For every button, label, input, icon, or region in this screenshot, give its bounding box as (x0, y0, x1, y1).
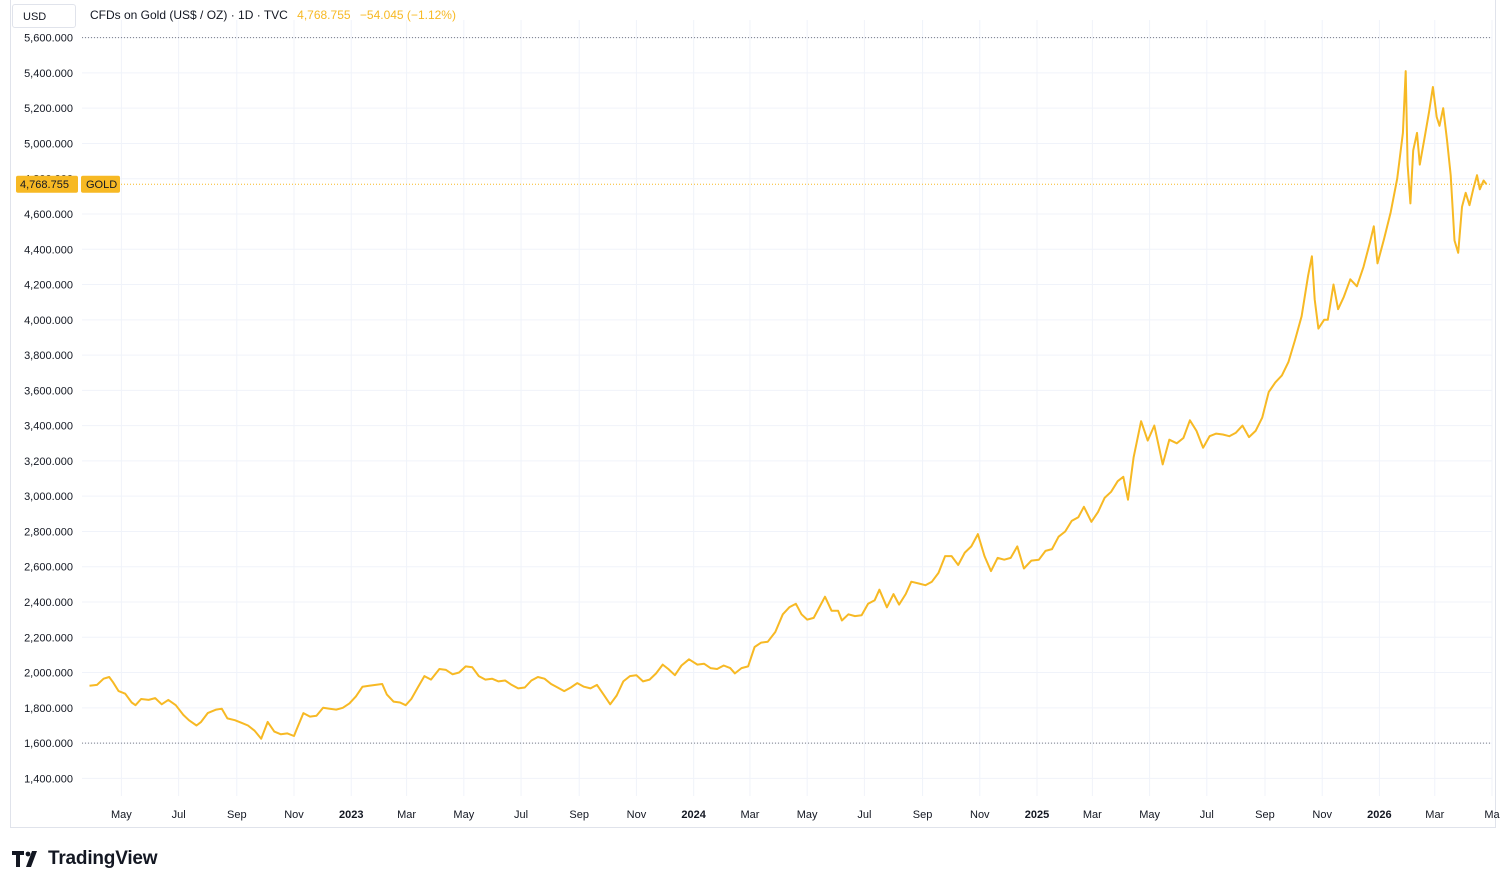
x-tick-label: Sep (569, 809, 589, 821)
y-tick-label: 2,000.000 (24, 668, 73, 680)
x-tick-label: Nov (970, 809, 990, 821)
chart-frame (10, 0, 1496, 828)
y-tick-label: 3,200.000 (24, 456, 73, 468)
currency-selector[interactable]: USD (12, 4, 76, 28)
y-tick-label: 1,800.000 (24, 703, 73, 715)
y-tick-label: 4,000.000 (24, 315, 73, 327)
x-tick-label: Mar (1425, 809, 1444, 821)
y-tick-label: 5,600.000 (24, 33, 73, 45)
current-price-symbol: GOLD (86, 179, 117, 191)
y-tick-label: 3,000.000 (24, 491, 73, 503)
y-tick-label: 4,600.000 (24, 209, 73, 221)
x-tick-label: Sep (227, 809, 247, 821)
y-tick-label: 2,400.000 (24, 597, 73, 609)
x-tick-label: Mar (1083, 809, 1102, 821)
x-tick-label: Jul (514, 809, 528, 821)
x-tick-label: 2023 (339, 809, 363, 821)
symbol-title[interactable]: CFDs on Gold (US$ / OZ) · 1D · TVC (90, 8, 288, 22)
y-tick-label: 1,400.000 (24, 773, 73, 785)
x-tick-label: Ma (1484, 809, 1500, 821)
x-tick-label: Jul (172, 809, 186, 821)
x-tick-label: Mar (397, 809, 416, 821)
last-price: 4,768.755 (297, 8, 351, 22)
current-price-value: 4,768.755 (20, 179, 69, 191)
x-axis: May Jul Sep Nov 2023 Mar May Jul Sep Nov 2024 Mar Ma… (111, 809, 1501, 821)
price-change: −54.045 (−1.12%) (359, 8, 456, 22)
y-tick-label: 3,400.000 (24, 421, 73, 433)
y-tick-label: 5,000.000 (24, 138, 73, 150)
y-tick-label: 2,600.000 (24, 562, 73, 574)
x-tick-label: Mar (740, 809, 759, 821)
y-tick-label: 5,200.000 (24, 103, 73, 115)
y-tick-label: 4,200.000 (24, 280, 73, 292)
y-axis: 1,400.000 1,600.000 1,800.000 2,000.000 2,20… (24, 33, 73, 786)
tradingview-logo-icon (12, 851, 37, 867)
x-tick-label: 2024 (681, 809, 706, 821)
x-tick-label: Nov (627, 809, 647, 821)
x-tick-label: Sep (913, 809, 933, 821)
x-tick-label: 2026 (1367, 809, 1391, 821)
current-price-tag: 4,768.755 GOLD (16, 175, 120, 193)
series-line-gold (89, 70, 1488, 740)
x-tick-label: May (1139, 809, 1160, 821)
symbol-legend: CFDs on Gold (US$ / OZ) · 1D · TVC 4,768… (90, 8, 456, 22)
y-tick-label: 3,600.000 (24, 385, 73, 397)
tradingview-logo[interactable]: TradingView (12, 847, 158, 871)
y-tick-label: 3,800.000 (24, 350, 73, 362)
x-tick-label: 2025 (1025, 809, 1049, 821)
x-tick-label: May (797, 809, 818, 821)
price-chart[interactable]: 1,400.000 1,600.000 1,800.000 2,000.000 2,20… (0, 0, 1505, 840)
y-tick-label: 2,800.000 (24, 526, 73, 538)
brand-name: TradingView (48, 848, 158, 869)
x-tick-label: Nov (1312, 809, 1332, 821)
x-tick-label: Nov (284, 809, 304, 821)
y-tick-label: 5,400.000 (24, 68, 73, 80)
x-tick-label: Jul (857, 809, 871, 821)
x-tick-label: May (453, 809, 474, 821)
x-tick-label: Sep (1255, 809, 1275, 821)
x-tick-label: Jul (1200, 809, 1214, 821)
grid (82, 20, 1493, 796)
x-tick-label: May (111, 809, 132, 821)
y-tick-label: 1,600.000 (24, 738, 73, 750)
y-tick-label: 2,200.000 (24, 632, 73, 644)
y-tick-label: 4,400.000 (24, 244, 73, 256)
